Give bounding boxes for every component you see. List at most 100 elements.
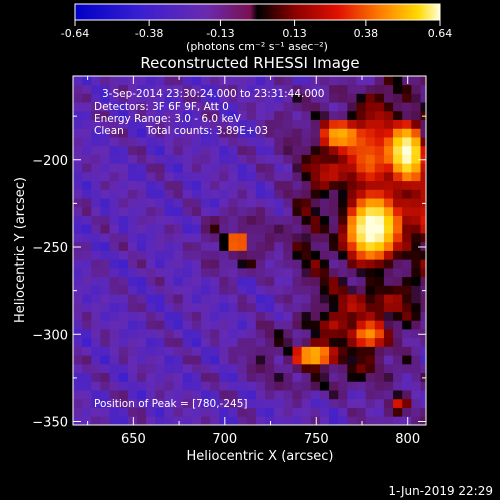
heatmap-pixel bbox=[420, 110, 426, 121]
heatmap-pixel bbox=[146, 206, 156, 216]
heatmap-pixel bbox=[274, 372, 284, 382]
heatmap-pixel bbox=[402, 145, 412, 155]
heatmap-pixel bbox=[255, 163, 266, 173]
heatmap-pixel bbox=[292, 355, 303, 365]
heatmap-pixel bbox=[374, 337, 385, 347]
heatmap-pixel bbox=[329, 102, 339, 112]
heatmap-pixel bbox=[347, 416, 357, 425]
heatmap-pixel bbox=[265, 267, 275, 278]
heatmap-pixel bbox=[73, 215, 83, 225]
heatmap-pixel bbox=[73, 355, 83, 365]
heatmap-pixel bbox=[329, 154, 339, 164]
heatmap-pixel bbox=[365, 372, 376, 382]
heatmap-pixel bbox=[109, 154, 120, 164]
heatmap-pixel bbox=[237, 102, 248, 112]
heatmap-pixel bbox=[420, 372, 426, 382]
heatmap-pixel bbox=[100, 206, 110, 216]
heatmap-pixel bbox=[237, 390, 248, 400]
heatmap-pixel bbox=[301, 346, 312, 356]
heatmap-pixel bbox=[329, 215, 339, 225]
heatmap-pixel bbox=[201, 302, 211, 312]
heatmap-pixel bbox=[137, 233, 147, 243]
heatmap-pixel bbox=[228, 398, 239, 408]
heatmap-pixel bbox=[274, 355, 284, 365]
heatmap-pixel bbox=[173, 398, 184, 408]
heatmap-pixel bbox=[319, 119, 330, 129]
heatmap-pixel bbox=[146, 381, 156, 391]
heatmap-pixel bbox=[374, 102, 385, 112]
heatmap-pixel bbox=[173, 154, 184, 164]
heatmap-pixel bbox=[411, 102, 421, 112]
heatmap-pixel bbox=[329, 346, 339, 356]
heatmap-pixel bbox=[228, 198, 239, 208]
heatmap-pixel bbox=[182, 311, 193, 321]
heatmap-pixel bbox=[210, 189, 220, 199]
heatmap-pixel bbox=[191, 206, 202, 216]
heatmap-pixel bbox=[182, 198, 193, 208]
heatmap-pixel bbox=[164, 372, 174, 382]
heatmap-pixel bbox=[402, 171, 412, 182]
heatmap-pixel bbox=[402, 119, 412, 129]
heatmap-pixel bbox=[127, 416, 138, 425]
heatmap-pixel bbox=[146, 241, 156, 251]
colorbar-ticks: -0.64 -0.38 -0.13 0.13 0.38 0.64 bbox=[61, 20, 452, 40]
heatmap-pixel bbox=[301, 381, 312, 391]
heatmap-pixel bbox=[155, 267, 165, 278]
heatmap-pixel bbox=[109, 128, 120, 138]
heatmap-pixel bbox=[164, 407, 174, 417]
heatmap-pixel bbox=[319, 346, 330, 356]
heatmap-pixel bbox=[411, 381, 421, 391]
heatmap-pixel bbox=[164, 171, 174, 182]
colorbar-tick-label: -0.64 bbox=[61, 27, 89, 40]
heatmap-pixel bbox=[155, 294, 165, 304]
heatmap-pixel bbox=[411, 110, 421, 121]
heatmap-pixel bbox=[191, 259, 202, 269]
heatmap-pixel bbox=[329, 128, 339, 138]
heatmap-pixel bbox=[237, 320, 248, 330]
heatmap-pixel bbox=[365, 241, 376, 251]
heatmap-pixel bbox=[237, 276, 248, 286]
heatmap-pixel bbox=[201, 163, 211, 173]
heatmap-pixel bbox=[301, 259, 312, 269]
heatmap-pixel bbox=[420, 198, 426, 208]
heatmap-pixel bbox=[246, 110, 257, 121]
heatmap-pixel bbox=[310, 372, 321, 382]
heatmap-pixel bbox=[118, 119, 129, 129]
heatmap-pixel bbox=[210, 163, 220, 173]
heatmap-pixel bbox=[402, 215, 412, 225]
heatmap-pixel bbox=[137, 294, 147, 304]
heatmap-pixel bbox=[118, 102, 129, 112]
heatmap-pixel bbox=[383, 102, 394, 112]
heatmap-pixel bbox=[201, 189, 211, 199]
heatmap-pixel bbox=[420, 102, 426, 112]
heatmap-pixel bbox=[191, 93, 202, 103]
heatmap-pixel bbox=[155, 363, 165, 374]
heatmap-pixel bbox=[310, 128, 321, 138]
heatmap-pixel bbox=[283, 119, 293, 129]
heatmap-pixel bbox=[374, 154, 385, 164]
heatmap-pixel bbox=[118, 215, 129, 225]
heatmap-pixel bbox=[127, 329, 138, 339]
heatmap-pixel bbox=[292, 119, 303, 129]
heatmap-pixel bbox=[237, 267, 248, 278]
heatmap-pixel bbox=[246, 137, 257, 147]
heatmap-pixel bbox=[210, 180, 220, 190]
heatmap-pixel bbox=[201, 294, 211, 304]
heatmap-pixel bbox=[91, 250, 101, 260]
heatmap-pixel bbox=[255, 329, 266, 339]
heatmap-pixel bbox=[201, 180, 211, 190]
heatmap-pixel bbox=[182, 381, 193, 391]
heatmap-pixel bbox=[347, 215, 357, 225]
heatmap-pixel bbox=[146, 311, 156, 321]
heatmap-pixel bbox=[402, 163, 412, 173]
heatmap-pixel bbox=[164, 329, 174, 339]
heatmap-pixel bbox=[255, 180, 266, 190]
heatmap-pixel bbox=[347, 154, 357, 164]
heatmap-pixel bbox=[310, 267, 321, 278]
heatmap-pixel bbox=[228, 363, 239, 374]
heatmap-pixel bbox=[319, 250, 330, 260]
heatmap-pixel bbox=[173, 93, 184, 103]
heatmap-pixel bbox=[402, 320, 412, 330]
heatmap-pixel bbox=[237, 398, 248, 408]
heatmap-pixel bbox=[265, 233, 275, 243]
